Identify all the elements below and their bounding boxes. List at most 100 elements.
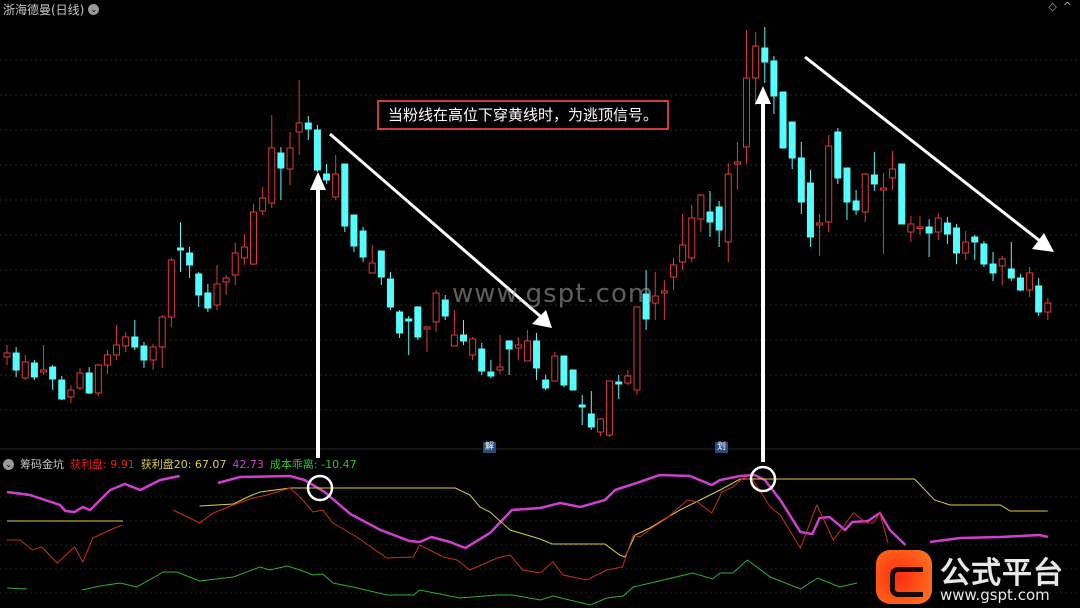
candle	[140, 342, 148, 368]
candle	[980, 241, 988, 267]
candle-body	[341, 163, 349, 227]
candle	[195, 272, 203, 307]
candle	[706, 191, 714, 237]
indicator-lines	[6, 473, 1049, 606]
candle	[149, 344, 157, 370]
candle-body	[825, 145, 833, 223]
candle-body	[1007, 268, 1015, 279]
candle-body	[779, 91, 787, 149]
candle	[578, 395, 586, 425]
candle-body	[998, 258, 1006, 267]
indicator-line-1	[199, 478, 1048, 558]
candle-body	[642, 293, 650, 320]
candle-body	[478, 348, 486, 372]
candle	[231, 243, 239, 285]
candle-body	[386, 278, 394, 308]
candle	[396, 310, 404, 338]
marker-left: 解	[483, 442, 497, 453]
candle-body	[505, 340, 513, 350]
candle	[487, 360, 495, 378]
candle-body	[103, 354, 111, 366]
candle	[660, 280, 668, 320]
candle	[268, 115, 276, 208]
candle	[423, 326, 431, 352]
candle	[615, 375, 623, 399]
candle	[551, 352, 559, 382]
candle	[76, 368, 84, 390]
chevron-down-icon[interactable]: ⌄	[88, 4, 100, 15]
down-arrow-right	[804, 55, 1041, 243]
candle	[277, 147, 285, 200]
candle	[642, 270, 650, 330]
candle	[368, 245, 376, 274]
legend-item-pink: 42.73	[232, 457, 264, 471]
candle-body	[1035, 285, 1043, 313]
candle	[679, 214, 687, 270]
logo-name: 公式平台	[940, 556, 1064, 591]
candle	[998, 256, 1006, 285]
candle	[596, 418, 604, 436]
legend-item-profit20: 获利盘20: 67.07	[140, 458, 227, 471]
candle-body	[770, 60, 778, 97]
candle	[341, 163, 349, 232]
candle	[688, 205, 696, 262]
candle-body	[222, 277, 230, 283]
candle	[94, 364, 102, 396]
candle-body	[441, 299, 449, 317]
candle	[898, 163, 906, 225]
candle-body	[332, 173, 340, 198]
candle-body	[158, 316, 166, 348]
candle-body	[259, 197, 267, 212]
candlestick-series	[3, 27, 1052, 437]
candle	[916, 216, 924, 235]
candle	[514, 337, 522, 360]
candle	[49, 365, 57, 390]
candle	[843, 167, 851, 220]
candle-body	[304, 122, 312, 130]
chevron-down-icon[interactable]: ⌄	[3, 458, 14, 470]
candle-body	[743, 77, 751, 148]
candle	[825, 135, 833, 232]
candle-body	[377, 250, 385, 278]
legend-item-profit: 获利盘: 9.91	[70, 458, 135, 471]
gspt-logo: 公式平台 www.gspt.com	[876, 548, 1076, 606]
candle-body	[186, 252, 194, 266]
up-arrow-left-head	[310, 172, 326, 190]
candle-body	[852, 200, 860, 211]
candle-body	[268, 147, 276, 204]
candle-body	[49, 366, 57, 380]
candle-body	[1016, 277, 1024, 291]
candle-body	[368, 262, 376, 274]
candle-body	[962, 241, 970, 254]
candle-body	[195, 273, 203, 296]
candle	[761, 27, 769, 83]
candle-body	[131, 336, 139, 348]
candle-body	[40, 369, 48, 373]
candle-body	[140, 345, 148, 361]
annotation-box: 当粉线在高位下穿黄线时，为逃顶信号。	[377, 100, 669, 130]
candle-body	[542, 379, 550, 389]
candle-body	[21, 361, 29, 379]
candle-body	[30, 362, 38, 378]
candle	[450, 310, 458, 347]
candle-body	[788, 121, 796, 159]
candle-body	[122, 336, 130, 347]
candle	[469, 337, 477, 360]
candle-body	[697, 194, 705, 220]
candle	[806, 170, 814, 247]
candle-body	[496, 366, 504, 371]
candle-body	[1044, 302, 1052, 313]
down-arrow-left	[329, 132, 541, 318]
candle	[323, 164, 331, 184]
candle-body	[76, 372, 84, 389]
candle	[542, 375, 550, 390]
stock-title: 浙海德曼(日线)	[3, 3, 85, 17]
candle-body	[204, 292, 212, 309]
candle	[889, 151, 897, 190]
caret-up-icon[interactable]: ^	[1062, 0, 1072, 13]
diamond-icon[interactable]: ◇	[1048, 0, 1057, 13]
candle-body	[934, 217, 942, 233]
candle-body	[414, 306, 422, 338]
indicator-line-0	[217, 473, 907, 550]
candle	[752, 32, 760, 105]
